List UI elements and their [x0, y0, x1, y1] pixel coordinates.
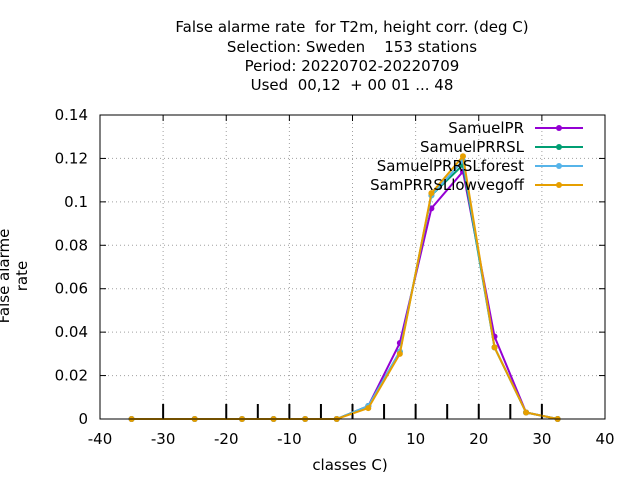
data-point — [491, 344, 498, 351]
grid-lines — [100, 115, 605, 419]
data-point — [365, 405, 372, 412]
x-tick-label: -20 — [214, 430, 239, 448]
legend-item: SamuelPRRSLforest — [377, 157, 583, 175]
x-tick-label: -30 — [151, 430, 176, 448]
x-tick-label: 10 — [406, 430, 425, 448]
x-tick-label: 0 — [348, 430, 358, 448]
series-line — [131, 169, 558, 420]
x-tick-label: 30 — [532, 430, 551, 448]
data-point — [523, 409, 530, 416]
legend-item: SamPRRSLlowvegoff — [370, 176, 583, 194]
chart-title-line-2: Selection: Sweden 153 stations — [226, 38, 478, 56]
series-line — [131, 158, 558, 420]
legend-item: SamuelPR — [448, 119, 583, 137]
series-3 — [128, 157, 561, 422]
legend-label: SamuelPRRSLforest — [377, 157, 524, 175]
legend-label: SamuelPRRSL — [420, 138, 525, 156]
chart-title-line-4: Used 00,12 + 00 01 ... 48 — [250, 76, 454, 94]
data-point — [459, 153, 466, 160]
data-point — [428, 190, 435, 197]
series-1 — [128, 168, 561, 422]
legend: SamuelPRSamuelPRRSLSamuelPRRSLforestSamP… — [370, 119, 583, 194]
x-tick-label: -10 — [277, 430, 302, 448]
legend-marker — [556, 163, 562, 169]
y-tick-label: 0.08 — [55, 236, 88, 254]
y-tick-label: 0.06 — [55, 280, 88, 298]
series-2 — [128, 161, 561, 422]
y-tick-label: 0.02 — [55, 367, 88, 385]
legend-marker — [556, 144, 562, 150]
chart-title-line-1: False alarme rate for T2m, height corr. … — [175, 18, 529, 36]
legend-item: SamuelPRRSL — [420, 138, 583, 156]
y-tick-label: 0.1 — [64, 193, 88, 211]
legend-marker — [556, 125, 562, 131]
series-line — [131, 154, 558, 420]
data-point — [396, 350, 403, 357]
x-tick-label: -40 — [88, 430, 113, 448]
x-tick-label: 40 — [595, 430, 614, 448]
legend-label: SamuelPR — [448, 119, 524, 137]
y-tick-label: 0.12 — [55, 149, 88, 167]
chart-title-line-3: Period: 20220702-20220709 — [244, 57, 460, 75]
y-tick-label: 0 — [78, 410, 88, 428]
y-tick-label: 0.04 — [55, 323, 88, 341]
legend-label: SamPRRSLlowvegoff — [370, 176, 525, 194]
legend-marker — [556, 182, 562, 188]
axis-ticks: -40 -30 -20 -10 0 10 20 30 40 0 0.02 0.04 0.06 0.08 0.… — [55, 106, 615, 448]
x-axis-label: classes C) — [312, 456, 388, 474]
x-tick-label: 20 — [469, 430, 488, 448]
series-line — [131, 162, 558, 420]
y-tick-label: 0.14 — [55, 106, 88, 124]
